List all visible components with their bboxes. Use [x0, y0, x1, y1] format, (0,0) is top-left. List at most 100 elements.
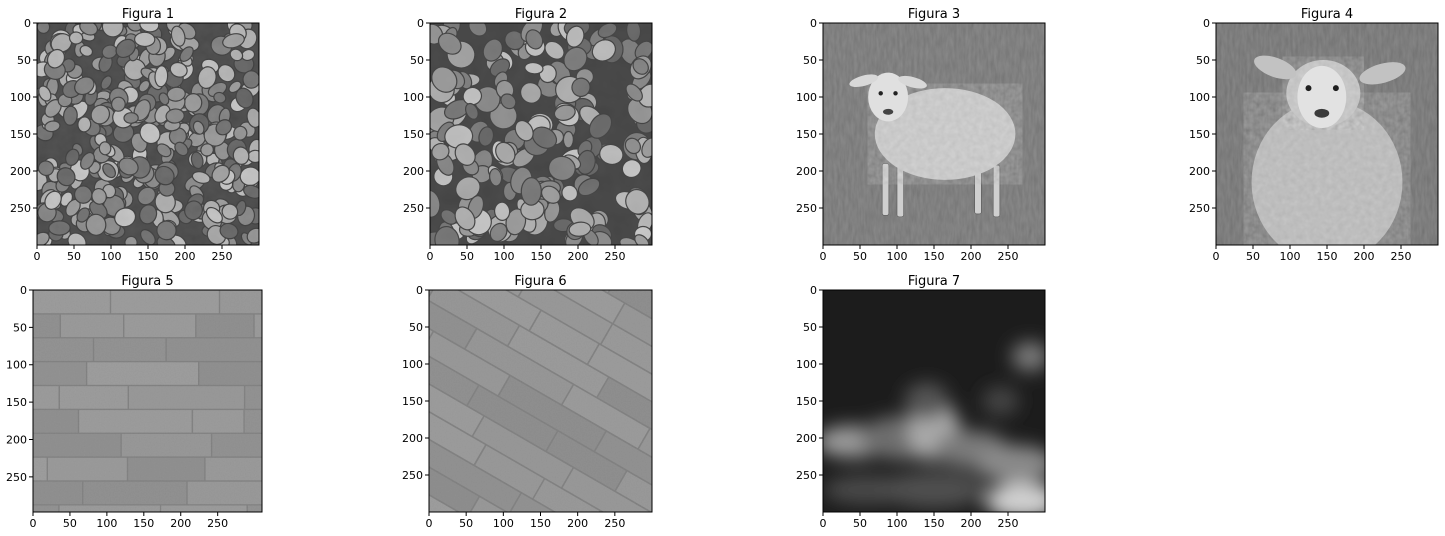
- x-tick-label: 200: [175, 250, 196, 263]
- y-tick-label: 150: [402, 395, 423, 408]
- panel-4: Figura 4 0 50 100 150 200 250 0 50 100 150 200 250: [1189, 7, 1439, 263]
- y-tick-label: 50: [803, 54, 817, 67]
- y-tick-label: 100: [403, 91, 424, 104]
- panel-5: Figura 5 0 50 100 150 200 250 0 50 100 150 200 250: [6, 274, 263, 530]
- panel-1-title: Figura 1: [122, 7, 174, 22]
- x-tick-label: 100: [101, 250, 122, 263]
- x-tick-label: 0: [1213, 250, 1220, 263]
- x-tick-label: 200: [1354, 250, 1375, 263]
- x-tick-label: 100: [887, 517, 908, 530]
- y-tick-label: 250: [402, 469, 423, 482]
- x-tick-label: 50: [853, 517, 867, 530]
- x-tick-label: 150: [530, 517, 551, 530]
- panel-4-title: Figura 4: [1301, 7, 1353, 22]
- x-tick-label: 250: [605, 250, 626, 263]
- x-tick-label: 100: [887, 250, 908, 263]
- y-tick-label: 100: [1189, 91, 1210, 104]
- x-tick-label: 150: [924, 517, 945, 530]
- x-tick-label: 50: [1246, 250, 1260, 263]
- y-tick-label: 250: [796, 202, 817, 215]
- x-tick-label: 150: [1317, 250, 1338, 263]
- x-tick-label: 150: [133, 517, 154, 530]
- y-tick-label: 200: [796, 432, 817, 445]
- y-tick-label: 200: [10, 165, 31, 178]
- y-tick-label: 0: [810, 17, 817, 30]
- x-tick-label: 150: [138, 250, 159, 263]
- y-tick-label: 50: [410, 54, 424, 67]
- y-tick-label: 50: [1196, 54, 1210, 67]
- panel-1: Figura 1 0 50 100 150 200 250 0 50 100 150 200 250: [10, 7, 260, 263]
- panel-5-frame: [32, 289, 263, 513]
- y-tick-label: 150: [6, 396, 27, 409]
- panel-3-title: Figura 3: [908, 7, 960, 22]
- y-tick-label: 250: [403, 202, 424, 215]
- y-tick-label: 100: [796, 358, 817, 371]
- panel-7-title: Figura 7: [908, 274, 960, 289]
- y-tick-label: 0: [417, 17, 424, 30]
- y-tick-label: 0: [810, 284, 817, 297]
- x-tick-label: 100: [494, 250, 515, 263]
- panel-4-image: [1216, 23, 1438, 245]
- panel-1-image: [37, 23, 259, 245]
- x-tick-label: 250: [604, 517, 625, 530]
- y-tick-label: 150: [796, 395, 817, 408]
- y-tick-label: 50: [803, 321, 817, 334]
- y-tick-label: 0: [1203, 17, 1210, 30]
- x-tick-label: 250: [998, 250, 1019, 263]
- panel-3: Figura 3 0 50 100 150 200 250 0 50 100 150 200 250: [796, 7, 1046, 263]
- x-tick-label: 50: [460, 250, 474, 263]
- x-tick-label: 250: [998, 517, 1019, 530]
- x-tick-label: 0: [820, 250, 827, 263]
- x-tick-label: 100: [493, 517, 514, 530]
- panel-6-title: Figura 6: [514, 274, 566, 289]
- x-tick-label: 150: [924, 250, 945, 263]
- y-tick-label: 200: [403, 165, 424, 178]
- y-tick-label: 100: [6, 359, 27, 372]
- panel-3-image: [823, 23, 1045, 245]
- panel-7-image: [823, 290, 1045, 512]
- x-tick-label: 50: [853, 250, 867, 263]
- x-tick-label: 0: [426, 517, 433, 530]
- x-tick-label: 200: [567, 517, 588, 530]
- y-tick-label: 150: [1189, 128, 1210, 141]
- y-tick-label: 150: [10, 128, 31, 141]
- x-tick-label: 50: [459, 517, 473, 530]
- x-tick-label: 0: [427, 250, 434, 263]
- y-tick-label: 100: [10, 91, 31, 104]
- y-tick-label: 100: [402, 358, 423, 371]
- x-tick-label: 50: [67, 250, 81, 263]
- x-tick-label: 250: [1391, 250, 1412, 263]
- panel-6: Figura 6 0 50 100 150 200 250 0 50 100 150 200 250: [402, 274, 653, 530]
- y-tick-label: 250: [796, 469, 817, 482]
- x-tick-label: 50: [63, 517, 77, 530]
- y-tick-label: 200: [1189, 165, 1210, 178]
- x-tick-label: 100: [96, 517, 117, 530]
- panel-2-image: [430, 23, 652, 245]
- y-tick-label: 250: [1189, 202, 1210, 215]
- panel-7: Figura 7 0 50 100 150 200 250 0 50 100 150 200 250: [796, 274, 1046, 530]
- y-tick-label: 50: [13, 321, 27, 334]
- panel-2-title: Figura 2: [515, 7, 567, 22]
- y-tick-label: 50: [409, 321, 423, 334]
- x-tick-label: 200: [961, 517, 982, 530]
- x-tick-label: 0: [30, 517, 37, 530]
- y-tick-label: 200: [796, 165, 817, 178]
- x-tick-label: 0: [820, 517, 827, 530]
- y-tick-label: 150: [403, 128, 424, 141]
- x-tick-label: 150: [531, 250, 552, 263]
- y-tick-label: 250: [10, 202, 31, 215]
- panel-6-image: [429, 290, 652, 512]
- y-tick-label: 200: [6, 433, 27, 446]
- x-tick-label: 200: [961, 250, 982, 263]
- y-tick-label: 100: [796, 91, 817, 104]
- panel-5-image: [33, 290, 262, 512]
- panel-2: Figura 2 0 50 100 150 200 250 0 50 100 150 200 250: [403, 7, 653, 263]
- panel-5-title: Figura 5: [121, 274, 173, 289]
- x-tick-label: 100: [1280, 250, 1301, 263]
- y-tick-label: 0: [20, 284, 27, 297]
- y-tick-label: 0: [24, 17, 31, 30]
- x-tick-label: 200: [170, 517, 191, 530]
- x-tick-label: 250: [212, 250, 233, 263]
- x-tick-label: 0: [34, 250, 41, 263]
